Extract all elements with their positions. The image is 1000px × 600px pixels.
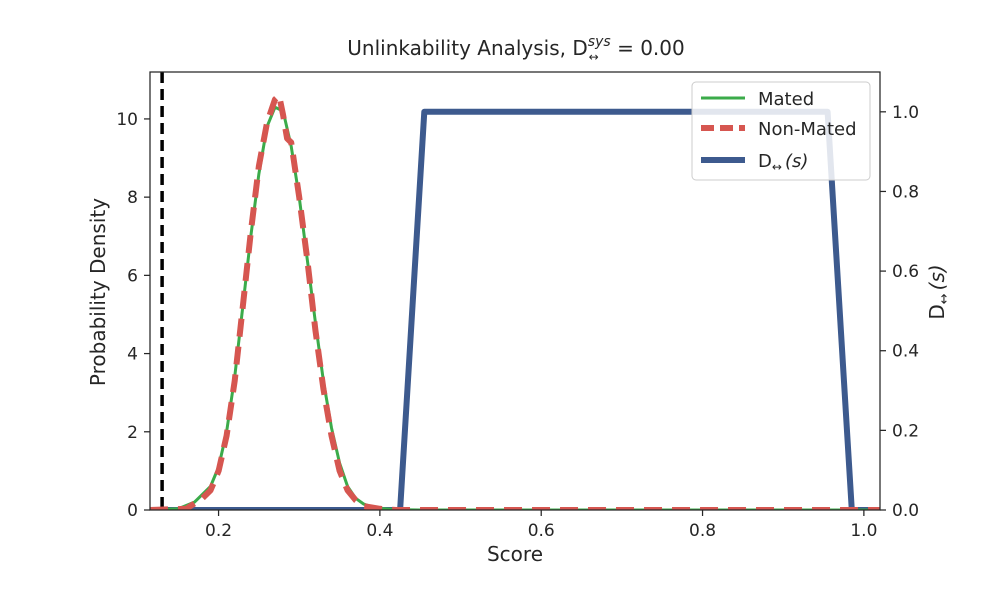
y2-axis-label: D↔ (s) [925,264,952,319]
chart-title: Unlinkability Analysis, Dsys ↔ = 0.00 [347,34,684,64]
series-group [150,92,880,510]
y-tick-label: 8 [127,188,138,208]
y-tick-label: 10 [116,110,138,130]
x-tick-label: 1.0 [850,521,877,541]
chart-title-value: = 0.00 [611,36,685,60]
y2-tick-label: 0.4 [892,342,919,362]
y2-tick-label: 0.6 [892,262,919,282]
x-axis-label: Score [487,542,543,566]
y-tick-label: 2 [127,423,138,443]
legend-label-d-main: D [758,151,772,172]
y2-axis-label-sub: ↔ [937,293,952,304]
y2-axis-label-main: D [925,304,949,319]
x-tick-label: 0.8 [689,521,716,541]
y2-tick-label: 1.0 [892,103,919,123]
x-axis-ticks: 0.2 0.4 0.6 0.8 1.0 [205,510,877,541]
plot-frame [149,71,881,511]
chart-title-super: sys [588,34,611,50]
legend-label-non-mated: Non-Mated [758,119,857,140]
y-tick-label: 0 [127,501,138,521]
legend-label-d-sub: ↔ [772,160,782,174]
y-tick-label: 6 [127,266,138,286]
legend-label-d-arg: (s) [785,151,808,172]
d-curve [150,108,880,510]
y2-axis-label-arg: (s) [925,264,949,290]
y2-axis-ticks: 0.0 0.2 0.4 0.6 0.8 1.0 [880,103,919,521]
legend-label-mated: Mated [758,89,814,110]
y2-tick-label: 0.0 [892,501,919,521]
x-tick-label: 0.2 [205,521,232,541]
legend-label-d: D↔ (s) [758,151,808,174]
plot-area [150,72,880,510]
chart-title-main: Unlinkability Analysis, D [347,36,588,60]
legend-box [691,81,871,181]
y-axis-label: Probability Density [86,198,110,386]
non-mated-curve [150,92,880,510]
y2-tick-label: 0.2 [892,421,919,441]
x-tick-label: 0.4 [366,521,393,541]
y2-tick-label: 0.8 [892,182,919,202]
x-tick-label: 0.6 [528,521,555,541]
legend: Mated Non-Mated D↔ (s) [691,81,871,181]
y-tick-label: 4 [127,345,138,365]
y-axis-ticks: 0 2 4 6 8 10 [116,110,150,521]
chart-title-sub: ↔ [589,50,599,64]
